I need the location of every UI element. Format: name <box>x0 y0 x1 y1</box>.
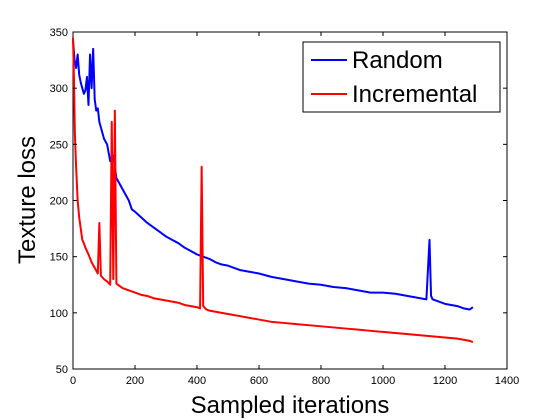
tick-label-layer: 0 200 400 600 800 1000 1200 1400 50 100 150 200 250 3… <box>50 27 520 387</box>
y-tick-label: 150 <box>50 252 68 264</box>
series-layer <box>72 37 474 343</box>
y-tick-label: 50 <box>56 364 68 376</box>
y-tick-label: 200 <box>50 196 68 208</box>
y-tick-label: 350 <box>50 27 68 39</box>
series-line-incremental <box>72 37 474 343</box>
ticks-layer <box>72 31 508 370</box>
legend-box <box>302 41 501 113</box>
x-tick-label: 800 <box>312 375 330 387</box>
legend-label-random: Random <box>352 47 443 74</box>
x-tick-label: 600 <box>250 375 268 387</box>
x-tick-label: 200 <box>126 375 144 387</box>
x-tick-label: 400 <box>188 375 206 387</box>
x-tick-label: 1000 <box>371 375 395 387</box>
y-axis-label: Texture loss <box>14 136 41 264</box>
series-line-random <box>72 39 474 311</box>
y-tick-label: 300 <box>50 83 68 95</box>
legend: Random Incremental <box>302 41 501 113</box>
x-axis-label: Sampled iterations <box>191 392 390 419</box>
x-tick-label: 1200 <box>433 375 457 387</box>
y-tick-label: 100 <box>50 308 68 320</box>
x-tick-label: 0 <box>70 375 76 387</box>
legend-label-incremental: Incremental <box>352 81 477 108</box>
x-tick-label: 1400 <box>495 375 519 387</box>
y-tick-label: 250 <box>50 139 68 151</box>
